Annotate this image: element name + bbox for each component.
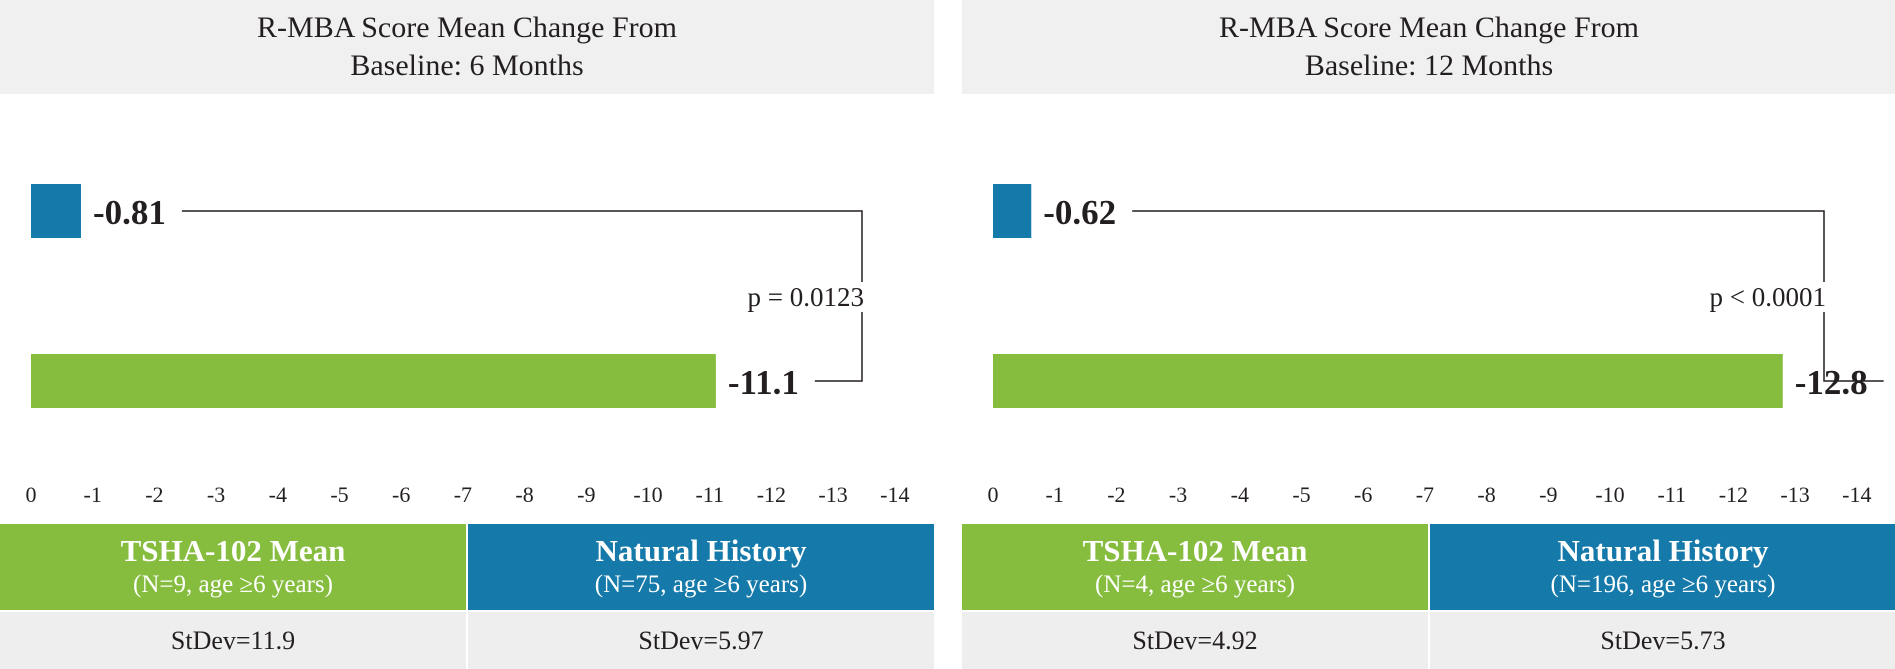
chart-title: R-MBA Score Mean Change From Baseline: 1… <box>962 0 1895 94</box>
chart-panel-6-months: R-MBA Score Mean Change From Baseline: 6… <box>0 0 934 669</box>
x-tick-label: -10 <box>1595 482 1624 507</box>
x-tick-label: -13 <box>1780 482 1809 507</box>
x-tick-label: -3 <box>1169 482 1187 507</box>
x-tick-label: -12 <box>1719 482 1748 507</box>
legend-table: TSHA-102 Mean (N=9, age ≥6 years) Natura… <box>0 524 934 669</box>
p-value-background <box>1705 282 1830 312</box>
legend-natural-history: Natural History (N=196, age ≥6 years) <box>1430 524 1895 610</box>
x-tick-label: -11 <box>695 482 724 507</box>
legend-detail: (N=9, age ≥6 years) <box>133 571 333 598</box>
legend-detail: (N=75, age ≥6 years) <box>594 571 808 598</box>
x-tick-label: -3 <box>207 482 225 507</box>
x-tick-label: -1 <box>84 482 102 507</box>
bar-natural-history <box>31 184 81 238</box>
bar-natural-history <box>993 184 1032 238</box>
legend-table: TSHA-102 Mean (N=4, age ≥6 years) Natura… <box>962 524 1895 669</box>
bar-tsha-102-mean <box>31 354 716 408</box>
chart-title: R-MBA Score Mean Change From Baseline: 6… <box>0 0 934 94</box>
legend-natural-history: Natural History (N=75, age ≥6 years) <box>468 524 934 610</box>
bar-chart-12-months: -0.62 -12.8 p < 0.0001 0 -1 -2 -3 -4 -5 -6 -7 -8 -9 -… <box>988 184 1884 507</box>
bar-value-label: -0.62 <box>1043 193 1116 232</box>
p-value-label: p = 0.0123 <box>748 282 864 312</box>
x-tick-label: -5 <box>330 482 348 507</box>
bar-value-label: -11.1 <box>728 363 799 402</box>
legend-name: TSHA-102 Mean <box>1082 533 1308 568</box>
bar-chart-6-months: -0.81 -11.1 p = 0.0123 0 -1 -2 -3 -4 -5 -6 -7 -8 -9 -… <box>26 184 909 507</box>
legend-name: Natural History <box>1557 533 1769 568</box>
bar-value-label: -12.8 <box>1795 363 1868 402</box>
x-tick-label: -12 <box>757 482 786 507</box>
x-tick-label: -6 <box>392 482 410 507</box>
x-tick-label: -8 <box>1477 482 1495 507</box>
bar-tsha-102-mean <box>993 354 1783 408</box>
x-tick-label: -11 <box>1657 482 1686 507</box>
legend-name: Natural History <box>595 533 807 568</box>
chart-title-line-1: R-MBA Score Mean Change From <box>257 11 677 44</box>
x-tick-label: -9 <box>577 482 595 507</box>
x-tick-label: -4 <box>269 482 287 507</box>
p-value-background <box>743 282 868 312</box>
x-tick-label: -5 <box>1292 482 1310 507</box>
x-tick-label: -14 <box>880 482 909 507</box>
x-tick-label: -6 <box>1354 482 1372 507</box>
chart-title-line-2: Baseline: 6 Months <box>350 49 584 82</box>
stdev-tsha-102: StDev=4.92 <box>962 612 1428 669</box>
legend-detail: (N=196, age ≥6 years) <box>1550 571 1776 598</box>
bar-value-label: -0.81 <box>93 193 166 232</box>
legend-name: TSHA-102 Mean <box>120 533 346 568</box>
x-tick-label: -1 <box>1046 482 1064 507</box>
x-tick-label: -8 <box>515 482 533 507</box>
legend-tsha-102: TSHA-102 Mean (N=4, age ≥6 years) <box>962 524 1428 610</box>
x-tick-label: -7 <box>1416 482 1434 507</box>
stdev-natural-history: StDev=5.73 <box>1430 612 1895 669</box>
chart-panel-12-months: R-MBA Score Mean Change From Baseline: 1… <box>962 0 1895 669</box>
stdev-natural-history: StDev=5.97 <box>468 612 934 669</box>
x-tick-label: -13 <box>818 482 847 507</box>
x-tick-label: -7 <box>454 482 472 507</box>
x-tick-label: -9 <box>1539 482 1557 507</box>
x-tick-label: -14 <box>1842 482 1871 507</box>
legend-detail: (N=4, age ≥6 years) <box>1095 571 1295 598</box>
legend-tsha-102: TSHA-102 Mean (N=9, age ≥6 years) <box>0 524 466 610</box>
stdev-tsha-102: StDev=11.9 <box>0 612 466 669</box>
x-tick-label: 0 <box>988 482 999 507</box>
chart-title-line-1: R-MBA Score Mean Change From <box>1219 11 1639 44</box>
x-tick-label: -2 <box>145 482 163 507</box>
x-tick-label: -2 <box>1107 482 1125 507</box>
x-tick-label: 0 <box>26 482 37 507</box>
x-tick-label: -10 <box>633 482 662 507</box>
chart-title-line-2: Baseline: 12 Months <box>1304 49 1554 82</box>
x-tick-label: -4 <box>1231 482 1249 507</box>
p-value-label: p < 0.0001 <box>1710 282 1826 312</box>
